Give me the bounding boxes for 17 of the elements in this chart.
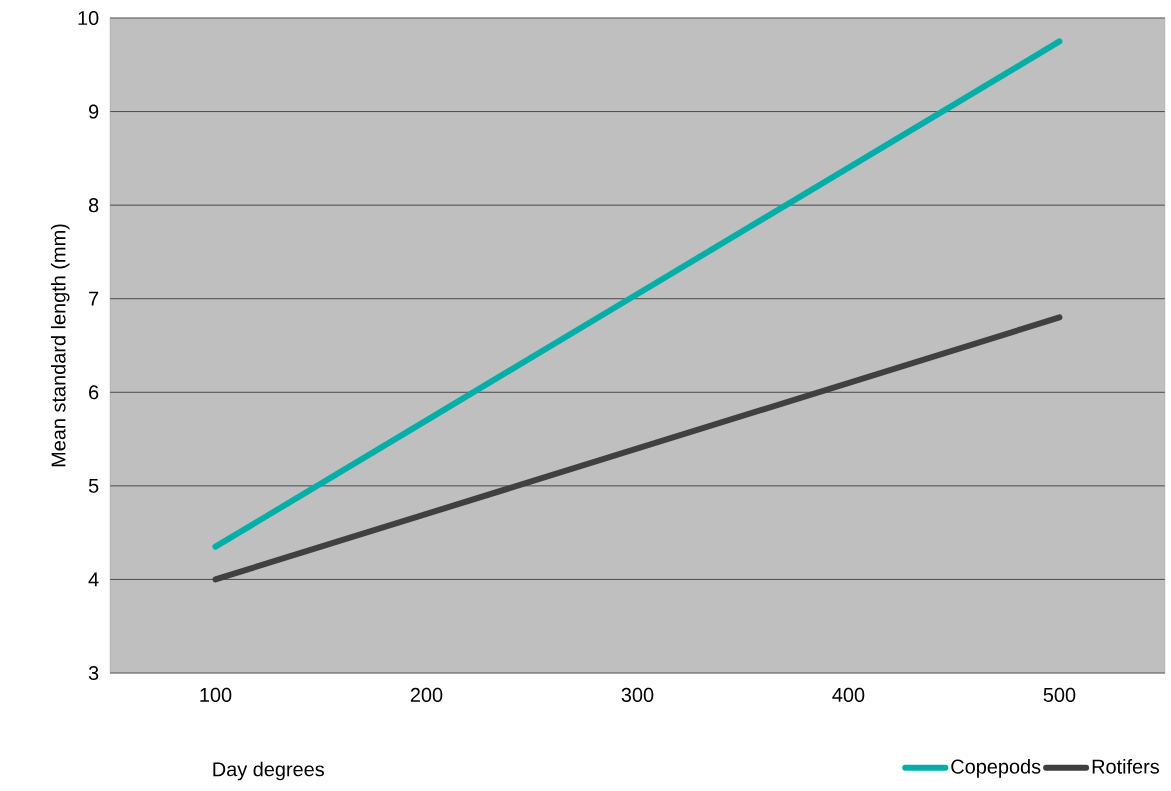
y-tick-label: 7 — [89, 291, 99, 306]
x-tick-label: 100 — [200, 687, 232, 702]
y-axis-title: Mean standard length (mm) — [50, 224, 70, 467]
x-tick-label: 300 — [621, 687, 654, 702]
y-tick-label: 3 — [88, 665, 99, 681]
y-tick-label: 5 — [88, 478, 99, 493]
legend-label: Rotifers — [1092, 759, 1160, 774]
y-tick-label: 9 — [89, 104, 99, 119]
x-tick-label: 200 — [410, 687, 443, 702]
x-axis-title: Day degrees — [213, 761, 324, 781]
legend-label: Copepods — [951, 759, 1041, 778]
y-tick-label: 6 — [89, 385, 99, 400]
x-tick-label: 400 — [832, 687, 865, 702]
y-tick-label: 4 — [88, 572, 99, 587]
y-tick-label: 10 — [78, 10, 99, 26]
y-tick-label: 8 — [88, 198, 99, 213]
x-tick-label: 500 — [1043, 687, 1076, 702]
